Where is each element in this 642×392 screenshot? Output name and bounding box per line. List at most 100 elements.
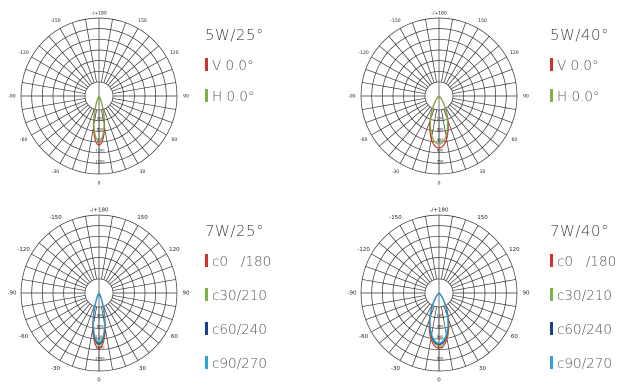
angle-tick-label: -90 — [8, 291, 17, 297]
polar-plot: -/+180 150 120 90 60 30 0 -30 -60 -90 -120 -150 180 3… — [348, 208, 530, 384]
chart-legend: 5W/25° V 0.0° H 0.0° — [205, 26, 315, 196]
angle-tick-label: -90 — [8, 94, 15, 100]
grid-spoke — [103, 22, 127, 83]
grid-spoke — [411, 219, 435, 280]
polar-chart-5w-25: -/+180 150 120 90 60 30 0 -30 -60 -90 -120 -150 300 6… — [0, 0, 321, 195]
grid-spoke — [101, 19, 113, 83]
legend-swatch — [550, 356, 553, 369]
angle-tick-label: -150 — [50, 18, 60, 24]
grid-spoke — [447, 36, 490, 86]
grid-spoke — [362, 82, 426, 94]
angle-tick-label: 30 — [139, 366, 146, 372]
grid-spoke — [85, 109, 97, 173]
legend-swatch — [550, 288, 553, 301]
grid-spoke — [39, 104, 89, 147]
grid-spoke — [452, 82, 516, 94]
legend-swatch — [550, 254, 553, 267]
grid-spoke — [48, 303, 91, 353]
radial-tick-label: 180 — [437, 314, 445, 318]
grid-spoke — [107, 233, 150, 283]
grid-spoke — [71, 219, 95, 280]
angle-tick-label: 0 — [97, 378, 101, 384]
grid-spoke — [388, 36, 431, 86]
grid-spoke — [105, 304, 139, 361]
grid-spoke — [371, 299, 428, 333]
grid-spoke — [105, 225, 139, 282]
grid-spoke — [379, 45, 429, 88]
grid-spoke — [379, 242, 429, 285]
grid-spoke — [112, 100, 173, 124]
angle-tick-label: 150 — [137, 215, 148, 221]
legend-label: c0 /180 — [212, 254, 272, 270]
legend-swatch — [550, 89, 553, 102]
grid-spoke — [107, 36, 150, 86]
grid-spoke — [48, 36, 91, 86]
grid-spoke — [101, 109, 113, 173]
angle-tick-label: 150 — [138, 18, 147, 24]
grid-spoke — [447, 303, 490, 353]
grid-spoke — [371, 56, 428, 90]
grid-spoke — [425, 19, 437, 83]
grid-spoke — [59, 225, 93, 282]
grid-spoke — [85, 19, 97, 83]
grid-spoke — [112, 265, 173, 289]
angle-tick-label: 60 — [511, 334, 518, 340]
angle-tick-label: -30 — [392, 169, 399, 175]
grid-spoke — [112, 68, 173, 92]
angle-tick-label: 60 — [511, 137, 517, 143]
radial-tick-label: 1200 — [95, 335, 105, 339]
grid-spoke — [425, 109, 437, 173]
legend-item: c30/210 — [205, 288, 267, 304]
angle-tick-label: -60 — [360, 137, 367, 143]
legend-swatch — [205, 58, 208, 71]
grid-spoke — [112, 295, 176, 307]
grid-spoke — [110, 102, 167, 136]
grid-spoke — [103, 219, 127, 280]
legend-item: c30/210 — [550, 288, 612, 304]
grid-spoke — [25, 265, 86, 289]
grid-spoke — [365, 100, 426, 124]
angle-tick-label: 60 — [171, 334, 178, 340]
legend-swatch — [205, 254, 208, 267]
angle-tick-label: -/+180 — [91, 11, 107, 17]
radial-tick-label: 900 — [437, 356, 445, 360]
radial-tick-label: 150 — [437, 117, 445, 121]
legend-item: c90/270 — [550, 356, 612, 372]
grid-spoke — [22, 98, 86, 110]
grid-spoke — [39, 45, 89, 88]
grid-spoke — [452, 279, 516, 291]
legend-item: c90/270 — [205, 356, 267, 372]
grid-spoke — [452, 297, 513, 321]
legend-swatch — [205, 89, 208, 102]
grid-spoke — [450, 56, 507, 90]
grid-spoke — [109, 104, 159, 147]
chart-title: 5W/25° — [205, 26, 265, 44]
grid-spoke — [362, 98, 426, 110]
legend-label: c60/240 — [212, 322, 267, 338]
legend-swatch — [550, 58, 553, 71]
radial-tick-label: 450 — [437, 138, 445, 142]
legend-label: V 0.0° — [557, 58, 599, 74]
angle-tick-label: -60 — [20, 137, 27, 143]
grid-spoke — [22, 295, 86, 307]
polar-grid — [360, 17, 518, 175]
grid-spoke — [109, 301, 159, 344]
legend-label: c30/210 — [557, 288, 612, 304]
angle-tick-label: 0 — [437, 378, 441, 384]
grid-spoke — [452, 68, 513, 92]
legend-label: c60/240 — [557, 322, 612, 338]
grid-spoke — [110, 299, 167, 333]
legend-item: c0 /180 — [550, 254, 616, 270]
legend-label: H 0.0° — [212, 89, 255, 105]
grid-spoke — [71, 306, 95, 367]
grid-spoke — [449, 104, 499, 147]
legend-label: c30/210 — [212, 288, 267, 304]
radial-tick-label: 1200 — [95, 149, 105, 153]
grid-spoke — [25, 68, 86, 92]
angle-tick-label: 150 — [478, 18, 487, 24]
legend-label: H 0.0° — [557, 89, 600, 105]
chart-legend: 5W/40° V 0.0° H 0.0° — [550, 26, 642, 196]
angle-tick-label: -60 — [359, 334, 368, 340]
series-curve-2 — [93, 95, 105, 142]
grid-spoke — [449, 242, 499, 285]
